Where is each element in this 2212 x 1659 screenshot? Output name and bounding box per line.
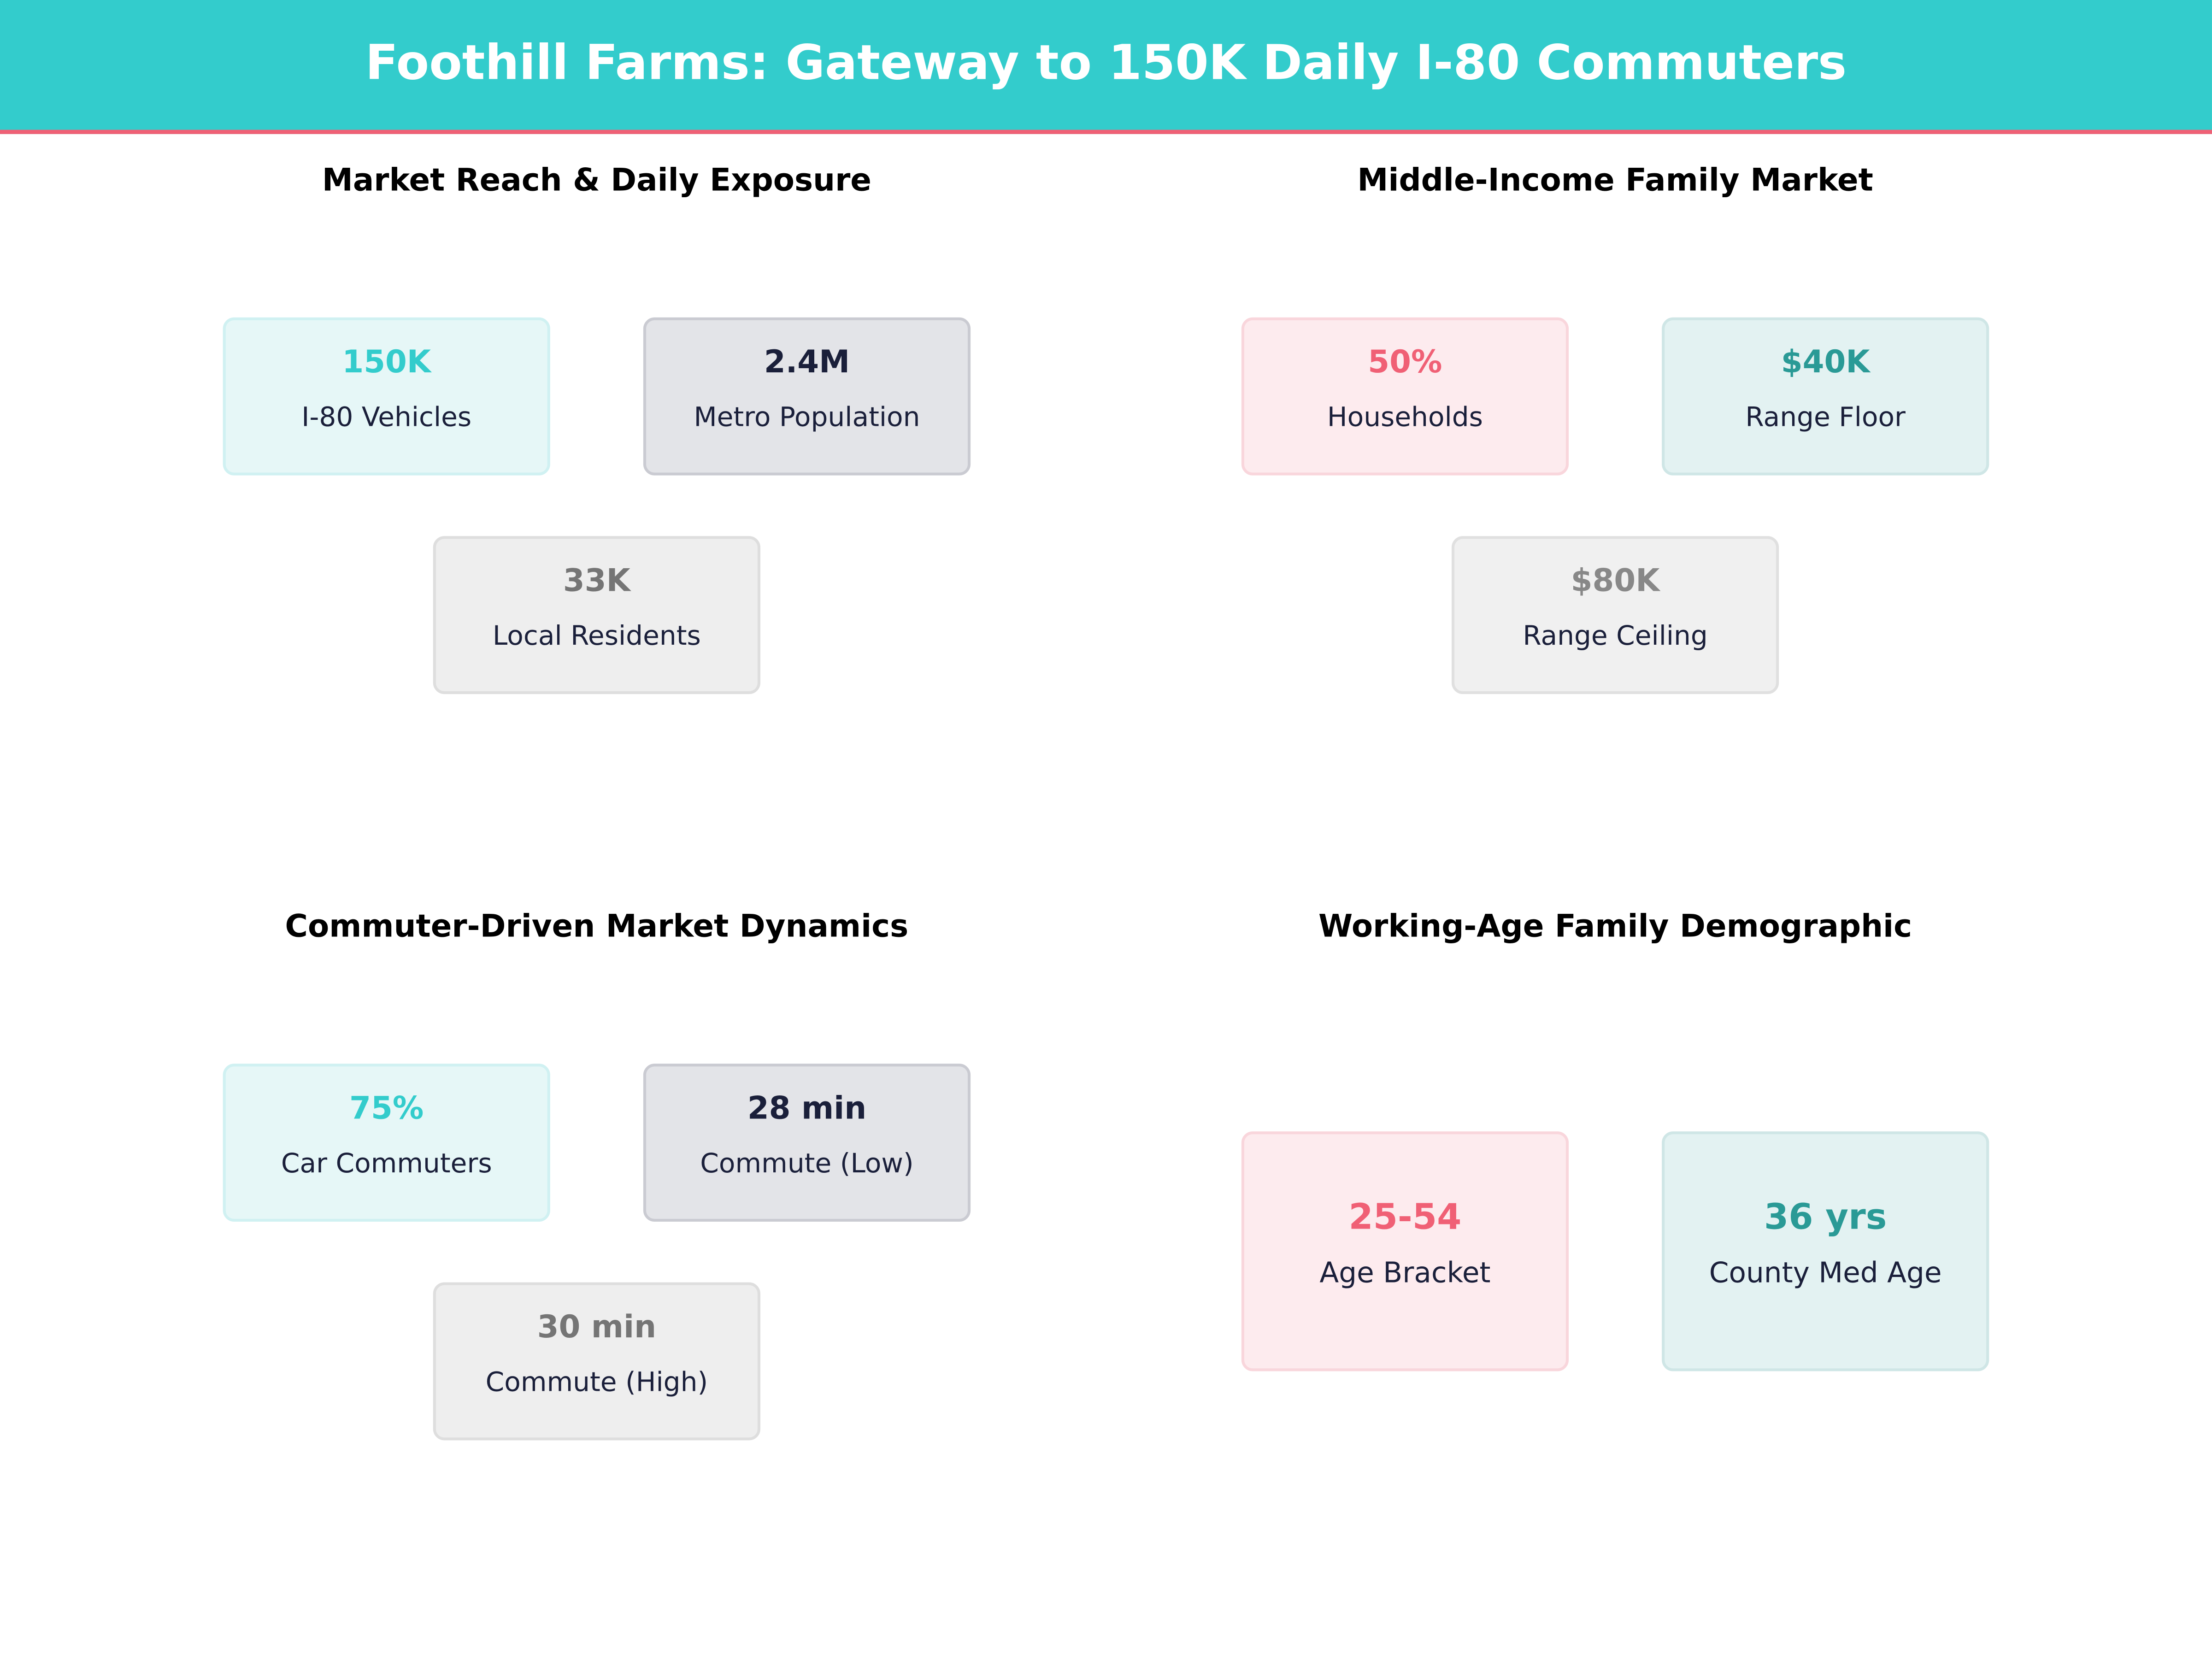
stat-card-range-ceiling: $80K Range Ceiling	[1451, 536, 1779, 694]
stat-card-range-floor: $40K Range Floor	[1662, 317, 1989, 476]
stat-value: 33K	[563, 564, 630, 600]
stat-card-commute-low: 28 min Commute (Low)	[643, 1064, 971, 1222]
stat-value: 75%	[349, 1092, 424, 1127]
stat-label: Metro Population	[694, 402, 920, 433]
stat-value: 25-54	[1348, 1196, 1462, 1237]
stat-value: 28 min	[747, 1092, 867, 1127]
stat-value: $40K	[1781, 345, 1870, 381]
stat-card-i80-vehicles: 150K I-80 Vehicles	[223, 317, 550, 476]
stat-card-car-commuters: 75% Car Commuters	[223, 1064, 550, 1222]
stat-label: Commute (Low)	[700, 1148, 914, 1180]
stat-label: Range Ceiling	[1523, 620, 1708, 652]
stat-card-households: 50% Households	[1241, 317, 1569, 476]
stat-label: Age Bracket	[1319, 1255, 1491, 1289]
stat-card-county-median-age: 36 yrs County Med Age	[1662, 1131, 1989, 1371]
stat-card-age-bracket: 25-54 Age Bracket	[1241, 1131, 1569, 1371]
section-title-market-reach: Market Reach & Daily Exposure	[322, 164, 871, 199]
stat-value: 50%	[1368, 345, 1442, 381]
stat-card-commute-high: 30 min Commute (High)	[433, 1282, 760, 1441]
stat-label: I-80 Vehicles	[301, 402, 472, 433]
stat-value: 30 min	[537, 1310, 657, 1346]
stat-card-local-residents: 33K Local Residents	[433, 536, 760, 694]
stat-value: 36 yrs	[1764, 1196, 1887, 1237]
stat-label: Households	[1327, 402, 1483, 433]
stat-value: 150K	[342, 345, 431, 381]
stat-label: County Med Age	[1709, 1255, 1942, 1289]
page-title: Foothill Farms: Gateway to 150K Daily I-…	[365, 35, 1847, 92]
header-banner: Foothill Farms: Gateway to 150K Daily I-…	[0, 0, 2212, 134]
section-title-middle-income: Middle-Income Family Market	[1357, 164, 1873, 199]
stat-label: Car Commuters	[281, 1148, 492, 1180]
stat-value: $80K	[1571, 564, 1660, 600]
stat-label: Commute (High)	[485, 1367, 708, 1398]
stat-label: Range Floor	[1745, 402, 1906, 433]
stat-value: 2.4M	[764, 345, 850, 381]
stat-card-metro-population: 2.4M Metro Population	[643, 317, 971, 476]
section-title-commuter-dynamics: Commuter-Driven Market Dynamics	[285, 910, 909, 946]
stat-label: Local Residents	[492, 620, 701, 652]
section-title-working-age: Working-Age Family Demographic	[1318, 910, 1912, 946]
